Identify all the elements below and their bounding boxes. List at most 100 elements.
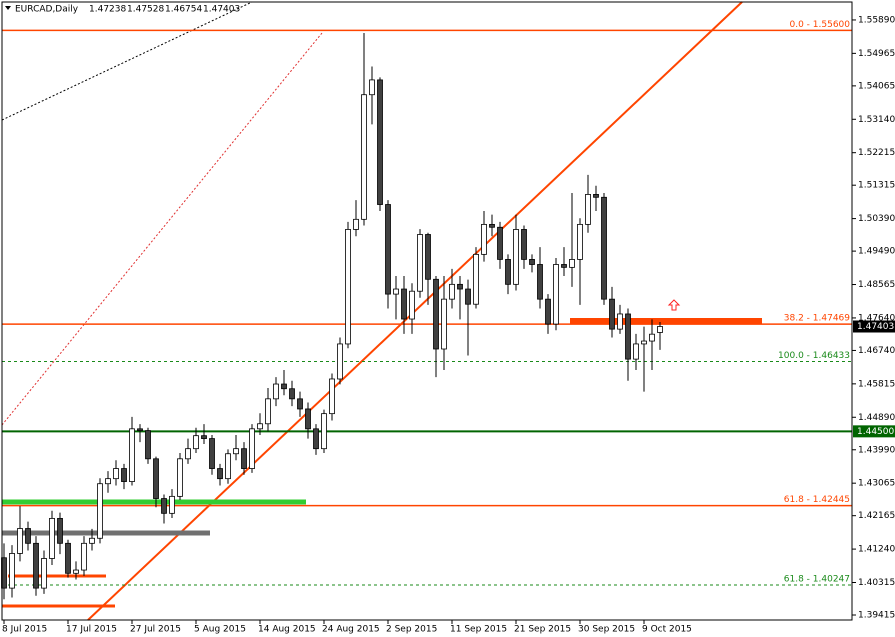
candle-body [97,483,103,539]
candle-body [265,398,271,425]
fib-level-label: 0.0 - 1.55600 [790,20,851,30]
candle-body [273,383,279,400]
x-tick-label: 27 Jul 2015 [130,625,181,635]
candle-body [457,283,463,290]
y-tick-label: 1.53140 [858,115,895,125]
candle-body [321,413,327,450]
candle-body [73,569,79,574]
y-tick-label: 1.55890 [858,15,895,25]
candle-body [345,229,351,345]
symbol-icon [5,6,11,10]
candle-body [193,435,199,450]
candle-body [489,223,495,228]
x-tick-label: 5 Aug 2015 [194,625,246,635]
plot [1,29,852,600]
x-tick-label: 14 Aug 2015 [258,625,316,635]
x-tick-label: 2 Sep 2015 [386,625,437,635]
current-price-box [853,320,895,333]
candle-body [393,288,399,295]
candle-body [241,448,247,469]
candle-body [417,234,423,292]
candle-body [625,313,631,360]
candle-body [609,298,615,330]
candle-body [521,229,527,260]
y-tick-label: 1.40315 [858,578,895,588]
candle-body [497,226,503,260]
candle-body [89,537,95,544]
candle-body [313,428,319,450]
candle-body [369,79,375,96]
candle-body [185,448,191,460]
up-arrow [667,299,681,311]
resistance-zone [570,318,762,324]
fib-trend-line [1,32,323,426]
candle-body [257,423,263,430]
candle-body [161,498,167,514]
candle-body [169,495,175,514]
candle-body [465,288,471,305]
plot-border [1,1,853,621]
candle-body [473,253,479,305]
candle-body [305,408,311,430]
ohlc-high: 1.47528 [127,5,164,15]
candle-body [537,264,543,300]
candle-body [289,388,295,400]
candle-body [249,428,255,469]
candle-body [633,343,639,360]
y-tick-label: 1.43065 [858,479,895,489]
y-tick-label: 1.44890 [858,413,895,423]
ohlc-close: 1.47403 [203,5,240,15]
candle-body [17,528,23,554]
y-tick-label: 1.54065 [858,81,895,91]
candle-body [105,478,111,485]
candle-body [441,298,447,350]
x-tick-label: 17 Jul 2015 [66,625,117,635]
candle-body [641,340,647,345]
y-tick-label: 1.54965 [858,49,895,59]
x-tick-label: 21 Sep 2015 [514,625,571,635]
y-tick-label: 1.50390 [858,214,895,224]
candle-body [177,458,183,497]
candle-body [561,264,567,268]
candle-body [49,517,55,559]
candle-body [129,428,135,482]
candle-body [617,313,623,330]
x-tick-label: 30 Sep 2015 [578,625,635,635]
candle-body [337,343,343,380]
y-tick-label: 1.51315 [858,181,895,191]
candle-body [513,229,519,285]
chart-title: EURCAD,Daily [15,5,79,15]
price-label-box [853,425,895,438]
fib-level-label: 38.2 - 1.47469 [784,314,850,324]
candle-body [9,553,15,589]
candle-body [361,94,367,220]
candle-body [217,468,223,480]
candle-body [201,435,207,439]
candle-body [281,383,287,390]
current-price-label: 1.47403 [857,322,894,332]
y-tick-label: 1.39415 [858,611,895,621]
candle-body [137,428,143,432]
candle-body [81,542,87,571]
candle-body [569,259,575,268]
ohlc-open: 1.47238 [89,5,126,15]
candle-body [481,223,487,255]
candle-body [649,333,655,342]
candle-body [57,517,63,544]
candle-body [297,398,303,410]
candle-body [593,194,599,198]
candle-body [225,453,231,480]
candle-body [353,218,359,230]
candle-body [329,378,335,415]
trend-line [87,1,743,621]
x-tick-label: 9 Oct 2015 [642,625,692,635]
candle-body [65,542,71,574]
y-tick-label: 1.52215 [858,148,895,158]
candle-body [585,194,591,225]
fib-level-label: 61.8 - 1.42445 [784,495,850,505]
candle-body [401,288,407,320]
candle-body [505,259,511,285]
candle-body [657,326,663,333]
candle-body [409,290,415,320]
